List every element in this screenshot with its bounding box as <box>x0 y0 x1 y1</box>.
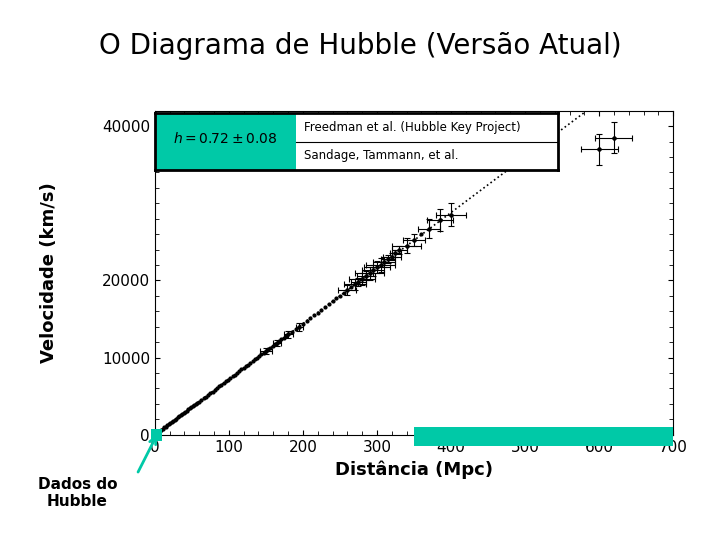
Text: $h = 0.72 \pm 0.08$: $h = 0.72 \pm 0.08$ <box>173 131 278 146</box>
Text: Sandage, Tammann, et al.: Sandage, Tammann, et al. <box>304 150 459 163</box>
Text: Velocidade (km/s): Velocidade (km/s) <box>40 183 58 363</box>
Text: O Diagrama de Hubble (Versão Atual): O Diagrama de Hubble (Versão Atual) <box>99 32 621 60</box>
Bar <box>155 113 296 170</box>
Text: Freedman et al. (Hubble Key Project): Freedman et al. (Hubble Key Project) <box>304 121 521 134</box>
Bar <box>151 429 162 441</box>
Text: Dados do
Hubble: Dados do Hubble <box>37 476 117 509</box>
X-axis label: Distância (Mpc): Distância (Mpc) <box>335 460 493 478</box>
Bar <box>414 427 673 446</box>
